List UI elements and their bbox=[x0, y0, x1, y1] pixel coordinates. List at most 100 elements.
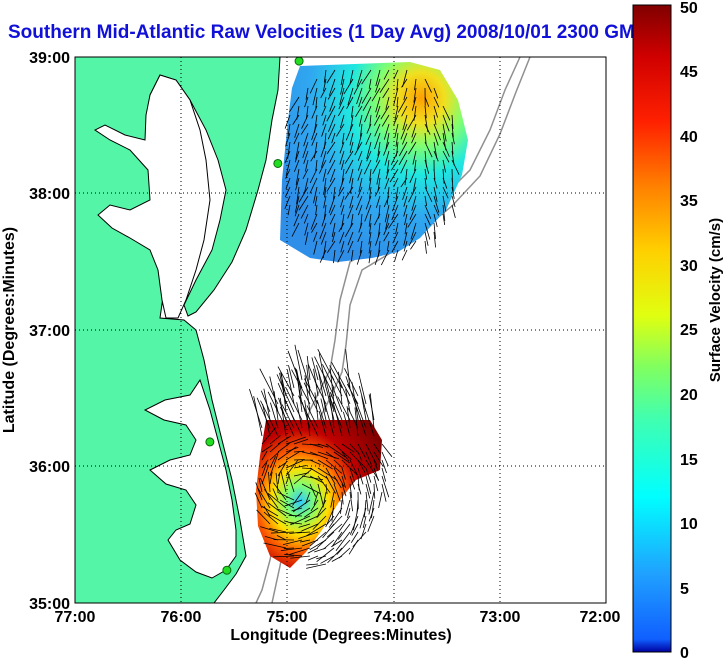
velocity-vector bbox=[295, 177, 300, 191]
velocity-vector bbox=[332, 387, 343, 413]
velocity-vector bbox=[433, 123, 441, 141]
velocity-vector bbox=[326, 69, 336, 84]
velocity-vector bbox=[331, 361, 351, 397]
velocity-vector bbox=[365, 475, 372, 495]
velocity-vector bbox=[371, 499, 375, 519]
velocity-vector bbox=[349, 132, 354, 146]
velocity-vector bbox=[391, 204, 399, 221]
velocity-vector bbox=[301, 114, 309, 129]
velocity-vector bbox=[332, 401, 343, 437]
velocity-vector bbox=[424, 132, 427, 145]
velocity-vector bbox=[289, 96, 300, 113]
velocity-vector bbox=[424, 123, 431, 135]
velocity-vector bbox=[384, 204, 390, 223]
velocity-vector bbox=[365, 195, 372, 210]
velocity-vector bbox=[354, 141, 363, 156]
velocity-vector bbox=[295, 168, 300, 186]
x-tick-label: 72:00 bbox=[580, 609, 621, 626]
velocity-vector bbox=[346, 406, 351, 429]
velocity-vector bbox=[336, 123, 345, 137]
velocity-vector bbox=[301, 475, 324, 481]
velocity-vector bbox=[320, 141, 327, 158]
velocity-vector bbox=[364, 204, 372, 222]
y-tick-label: 35:00 bbox=[29, 596, 70, 613]
velocity-vector bbox=[280, 547, 303, 552]
velocity-vector bbox=[319, 249, 327, 263]
velocity-vector bbox=[411, 123, 417, 138]
velocity-vector bbox=[401, 78, 408, 88]
velocity-vector bbox=[368, 491, 375, 515]
velocity-vector bbox=[326, 105, 336, 122]
velocity-vector bbox=[316, 547, 335, 563]
radar-stations bbox=[205, 57, 304, 575]
velocity-vector bbox=[413, 87, 417, 103]
velocity-vector bbox=[291, 369, 311, 405]
velocity-vector bbox=[329, 150, 336, 164]
velocity-vector bbox=[350, 531, 359, 543]
velocity-vector bbox=[352, 531, 367, 548]
velocity-vector bbox=[317, 499, 327, 516]
colorbar-tick-label: 5 bbox=[680, 581, 689, 598]
velocity-vector bbox=[304, 515, 319, 523]
velocity-vector bbox=[369, 393, 375, 429]
velocity-vector bbox=[375, 231, 381, 246]
velocity-vector bbox=[284, 553, 303, 557]
velocity-vector bbox=[344, 150, 354, 164]
velocity-vector bbox=[269, 451, 280, 461]
x-tick-label: 77:00 bbox=[55, 609, 96, 626]
x-tick-label: 73:00 bbox=[480, 609, 521, 626]
x-tick-label: 75:00 bbox=[267, 609, 308, 626]
velocity-vector bbox=[393, 114, 399, 126]
velocity-vector bbox=[380, 105, 390, 120]
velocity-vector bbox=[323, 96, 327, 107]
velocity-vector bbox=[340, 114, 345, 128]
velocity-vector bbox=[345, 123, 354, 141]
velocity-vector bbox=[401, 105, 408, 117]
velocity-vector bbox=[269, 376, 279, 413]
velocity-vector bbox=[346, 383, 359, 405]
velocity-vector bbox=[410, 240, 417, 250]
velocity-vector bbox=[424, 105, 427, 119]
velocity-vector bbox=[350, 105, 354, 118]
velocity-vector bbox=[365, 491, 369, 512]
velocity-vector bbox=[269, 527, 287, 533]
velocity-vector bbox=[349, 491, 353, 512]
velocity-vector bbox=[276, 535, 287, 541]
velocity-vector bbox=[281, 404, 295, 429]
velocity-vector bbox=[451, 141, 454, 155]
velocity-vector bbox=[376, 195, 381, 208]
velocity-vector bbox=[309, 443, 323, 448]
velocity-vector bbox=[338, 177, 345, 192]
velocity-vector bbox=[383, 123, 390, 140]
velocity-vector bbox=[343, 411, 351, 437]
velocity-vector bbox=[309, 531, 327, 547]
velocity-vector bbox=[289, 531, 303, 535]
colorbar-tick-label: 45 bbox=[680, 64, 698, 81]
velocity-vector bbox=[451, 114, 454, 130]
velocity-vector bbox=[329, 204, 336, 216]
velocity-vector bbox=[364, 499, 367, 518]
velocity-vector bbox=[310, 213, 318, 230]
velocity-vector bbox=[358, 372, 367, 405]
velocity-vector bbox=[397, 96, 408, 113]
velocity-vector bbox=[320, 231, 327, 245]
velocity-vector bbox=[451, 195, 456, 208]
velocity-vector bbox=[280, 470, 287, 493]
velocity-vector bbox=[365, 451, 373, 467]
colorbar-tick-label: 0 bbox=[680, 645, 689, 659]
velocity-vector bbox=[347, 407, 359, 429]
colorbar-tick-label: 40 bbox=[680, 129, 698, 146]
radar-station-marker bbox=[273, 158, 283, 168]
velocity-vector bbox=[400, 159, 408, 174]
velocity-vector bbox=[267, 391, 287, 429]
velocity-vector bbox=[325, 467, 336, 485]
velocity-vector bbox=[340, 499, 343, 514]
velocity-vector bbox=[292, 491, 303, 506]
velocity-vector bbox=[451, 123, 454, 138]
colorbar-tick-label: 10 bbox=[680, 516, 698, 533]
velocity-vector bbox=[333, 475, 342, 489]
velocity-vector bbox=[270, 402, 279, 429]
velocity-vector bbox=[344, 222, 354, 238]
velocity-vector bbox=[260, 477, 271, 501]
colorbar-tick-label: 30 bbox=[680, 258, 698, 275]
